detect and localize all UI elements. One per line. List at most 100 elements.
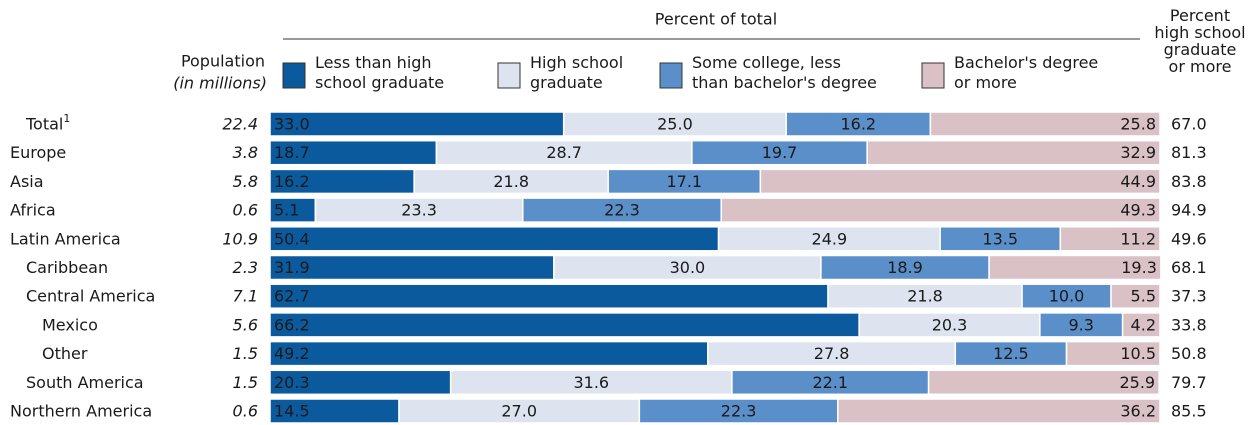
value-label: 28.7 (546, 143, 582, 162)
value-label: 31.6 (573, 373, 609, 392)
population-value: 22.4 (222, 115, 258, 134)
bar-segment (827, 283, 1023, 309)
bar-segment (314, 197, 524, 223)
value-label: 31.9 (274, 258, 310, 277)
value-label: 19.7 (762, 143, 798, 162)
value-label: 27.8 (814, 344, 850, 363)
population-value: 10.9 (222, 229, 258, 248)
legend-label: Bachelor's degree or more (954, 53, 1098, 92)
hs-value: 49.6 (1171, 229, 1207, 248)
value-label: 30.0 (670, 258, 706, 277)
hs-value: 67.0 (1171, 115, 1207, 134)
hs-value: 83.8 (1171, 172, 1207, 191)
hs-value: 50.8 (1171, 344, 1207, 363)
population-value: 1.5 (233, 373, 258, 392)
value-label: 25.9 (1119, 373, 1155, 392)
value-label: 25.0 (657, 115, 693, 134)
bar-segment (720, 197, 1161, 223)
bar-segment (929, 111, 1161, 137)
population-title: Population (181, 52, 265, 71)
value-label: 11.2 (1120, 229, 1156, 248)
bar-segment (1059, 226, 1161, 252)
bar-segment (269, 369, 452, 396)
value-label: 16.2 (840, 115, 876, 134)
population-value: 5.6 (233, 315, 258, 334)
hs-value: 79.7 (1171, 373, 1207, 392)
population-value: 7.1 (233, 287, 258, 306)
value-label: 21.8 (493, 172, 529, 191)
value-label: 21.8 (907, 287, 943, 306)
category-label: Central America (26, 287, 155, 306)
hs-value: 33.8 (1171, 315, 1207, 334)
bar-segment (785, 111, 932, 137)
value-label: 24.9 (812, 229, 848, 248)
bar-segment (820, 254, 990, 281)
category-label: Asia (10, 172, 44, 191)
population-value: 0.6 (233, 201, 258, 220)
bar-segment (1110, 283, 1161, 309)
value-label: 18.9 (887, 258, 923, 277)
population-value: 1.5 (233, 344, 258, 363)
value-label: 20.3 (274, 373, 310, 392)
hs-value: 94.9 (1171, 201, 1207, 220)
bar-segment (269, 226, 720, 252)
bar-segment (731, 369, 930, 396)
population-value: 5.8 (233, 172, 258, 191)
bar-segment (837, 398, 1161, 424)
hs-value: 37.3 (1171, 287, 1207, 306)
value-label: 5.5 (1131, 287, 1156, 306)
bar-segment (553, 254, 822, 281)
bar-segment (607, 168, 762, 195)
value-label: 49.2 (274, 344, 310, 363)
population-value: 2.3 (233, 258, 258, 277)
value-label: 20.3 (932, 315, 968, 334)
footnote-mark: 1 (63, 112, 70, 125)
legend-label: Some college, less than bachelor's degree (692, 53, 877, 92)
population-subtitle: (in millions) (173, 74, 267, 93)
value-label: 22.1 (812, 373, 848, 392)
legend-label: High school graduate (530, 53, 623, 92)
value-label: 4.2 (1131, 315, 1156, 334)
bar-segment (1039, 312, 1124, 338)
bar-segment (954, 340, 1068, 367)
bar-segment (1065, 340, 1161, 367)
bar-segment (988, 254, 1162, 281)
legend-label: Less than high school graduate (315, 53, 444, 92)
bar-segment (638, 398, 839, 424)
legend-swatch (921, 62, 945, 89)
bar-segment (269, 340, 709, 367)
value-label: 13.5 (982, 229, 1018, 248)
value-label: 33.0 (274, 115, 310, 134)
value-label: 25.8 (1120, 115, 1156, 134)
value-label: 16.2 (274, 172, 310, 191)
hs-value: 81.3 (1171, 143, 1207, 162)
bar-segment (1121, 312, 1161, 338)
axis-title: Percent of total (655, 10, 777, 29)
bar-segment (939, 226, 1062, 252)
bar-segment (269, 111, 565, 137)
value-label: 32.9 (1120, 143, 1156, 162)
bar-segment (269, 398, 400, 424)
value-label: 5.1 (274, 201, 299, 220)
legend-swatch (497, 62, 521, 89)
value-label: 50.4 (274, 229, 310, 248)
bar-segment (866, 139, 1161, 166)
value-label: 12.5 (993, 344, 1029, 363)
bar-segment (269, 312, 860, 338)
category-label: Northern America (10, 402, 152, 421)
value-label: 22.3 (721, 402, 757, 421)
hs-value: 68.1 (1171, 258, 1207, 277)
value-label: 49.3 (1120, 201, 1156, 220)
legend-swatch (659, 62, 683, 89)
category-label: Europe (10, 143, 66, 162)
value-label: 18.7 (274, 143, 310, 162)
bar-segment (269, 283, 829, 309)
value-label: 62.7 (274, 287, 310, 306)
value-label: 14.5 (274, 402, 310, 421)
bar-segment (1021, 283, 1112, 309)
category-label: Latin America (10, 229, 121, 248)
category-label: Africa (10, 201, 56, 220)
category-label: Other (42, 344, 88, 363)
bar-segment (269, 254, 555, 281)
